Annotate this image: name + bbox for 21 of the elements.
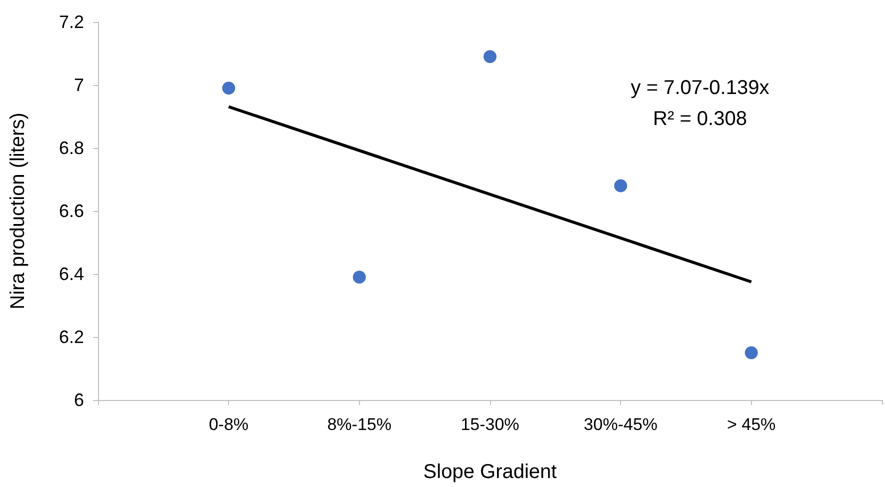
point — [744, 346, 758, 360]
x-tick-label: 8%-15% — [327, 415, 392, 434]
y-axis-title: Nira production (liters) — [7, 112, 29, 310]
point — [352, 270, 366, 284]
point — [614, 179, 628, 192]
x-tick-label: 0-8% — [208, 415, 249, 434]
y-tick-label: 6.2 — [58, 327, 84, 347]
x-tick-label: > 45% — [726, 415, 776, 434]
point — [222, 82, 236, 95]
x-axis-title: Slope Gradient — [423, 461, 558, 483]
x-tick-label: 30%-45% — [584, 415, 658, 434]
y-tick-label: 6.8 — [58, 138, 84, 158]
point — [484, 50, 496, 64]
x-tick-label: 15-30% — [460, 415, 520, 434]
annotation: R² = 0.308 — [653, 108, 747, 130]
annotation: y = 7.07-0.139x — [630, 77, 770, 99]
y-tick-label: 7 — [74, 75, 84, 95]
y-tick-label: 7.2 — [58, 12, 84, 32]
y-tick-label: 6 — [74, 390, 84, 410]
y-tick-label: 6.4 — [58, 264, 84, 284]
y-tick-label: 6.6 — [58, 201, 84, 221]
